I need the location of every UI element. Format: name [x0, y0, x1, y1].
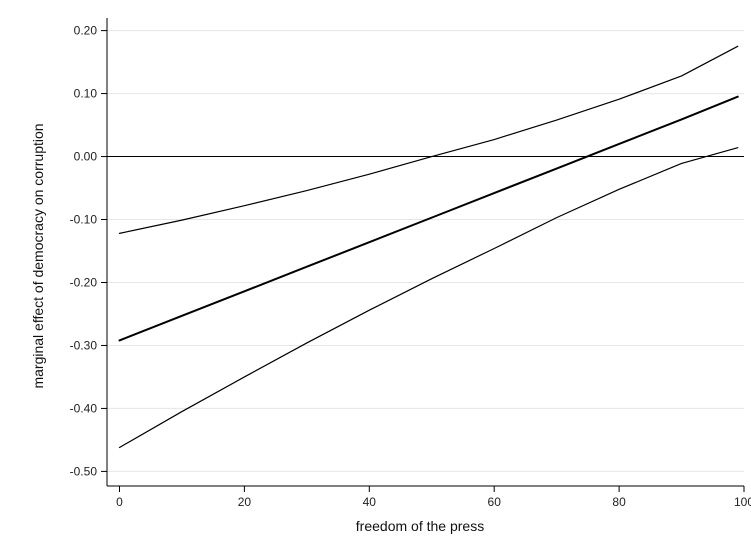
- y-tick-label: -0.20: [70, 275, 98, 289]
- y-tick-label: 0.10: [74, 87, 98, 101]
- x-tick-label: 100: [734, 495, 751, 509]
- y-tick-label: 0.00: [74, 150, 98, 164]
- lower-bound-line: [118, 147, 739, 449]
- x-tick-label: 60: [488, 495, 502, 509]
- y-tick-label: 0.20: [74, 24, 98, 38]
- series-layer: [107, 45, 744, 449]
- y-tick-label: -0.50: [70, 464, 98, 478]
- y-tick-label: -0.10: [70, 213, 98, 227]
- upper-bound-line: [118, 45, 739, 234]
- x-axis-title: freedom of the press: [356, 518, 484, 534]
- x-tick-label: 20: [238, 495, 252, 509]
- x-tick-label: 40: [363, 495, 377, 509]
- y-tick-label: -0.30: [70, 338, 98, 352]
- label-layer: 0.20 0.10 0.00 -0.10 -0.20 -0.30 -0.40 -0.50 0 20…: [70, 24, 751, 509]
- y-axis-title: marginal effect of democracy on corrupti…: [30, 123, 46, 388]
- x-tick-label: 0: [116, 495, 123, 509]
- y-tick-label: -0.40: [70, 401, 98, 415]
- x-tick-label: 80: [612, 495, 626, 509]
- axis-layer: [101, 18, 745, 492]
- estimate-line: [118, 95, 739, 342]
